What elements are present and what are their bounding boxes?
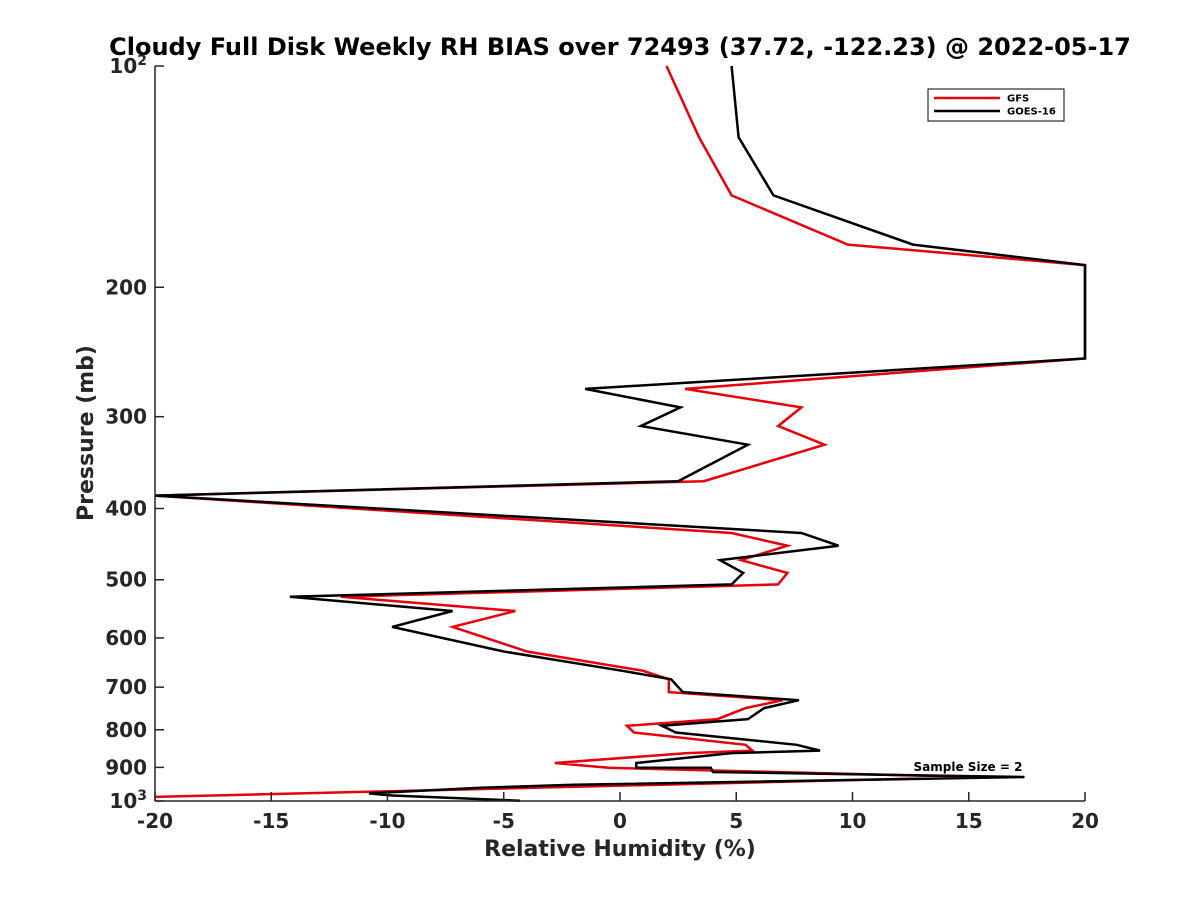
x-tick-label: -20 bbox=[137, 809, 173, 833]
x-tick-label: 10 bbox=[839, 809, 867, 833]
y-tick-label: 103 bbox=[109, 788, 147, 813]
y-axis-ticks: 102 200 300 400 500 600 700 800 900 103 bbox=[105, 53, 164, 813]
legend-label-gfs: GFS bbox=[1007, 94, 1029, 105]
sample-size-annotation: Sample Size = 2 bbox=[914, 760, 1023, 774]
y-tick-label: 102 bbox=[109, 53, 147, 78]
x-axis-label: Relative Humidity (%) bbox=[484, 837, 756, 862]
y-tick-label: 800 bbox=[105, 718, 147, 742]
y-axis-label: Pressure (mb) bbox=[74, 345, 99, 521]
legend-box bbox=[927, 88, 1065, 122]
y-tick-label: 700 bbox=[105, 675, 147, 699]
x-tick-label: 0 bbox=[613, 809, 627, 833]
x-tick-label: 15 bbox=[955, 809, 983, 833]
x-axis-ticks: -20 -15 -10 -5 0 5 10 15 20 bbox=[137, 792, 1099, 833]
x-tick-label: 5 bbox=[729, 809, 743, 833]
y-tick-label: 300 bbox=[105, 405, 147, 429]
x-tick-label: -10 bbox=[369, 809, 405, 833]
x-tick-label: 20 bbox=[1071, 809, 1099, 833]
series-line-goes16 bbox=[154, 65, 1087, 802]
series-layer bbox=[154, 65, 1087, 802]
chart-title: Cloudy Full Disk Weekly RH BIAS over 724… bbox=[109, 33, 1131, 61]
legend-label-goes16: GOES-16 bbox=[1007, 107, 1056, 118]
y-tick-label: 600 bbox=[105, 626, 147, 650]
y-tick-label: 200 bbox=[105, 275, 147, 299]
y-tick-label: 400 bbox=[105, 497, 147, 521]
legend: GFS GOES-16 bbox=[927, 88, 1065, 122]
series-line-gfs bbox=[154, 65, 1087, 799]
plot-area bbox=[155, 66, 1085, 801]
x-tick-label: -15 bbox=[253, 809, 289, 833]
y-tick-label: 900 bbox=[105, 755, 147, 779]
x-tick-label: -5 bbox=[493, 809, 515, 833]
y-tick-label: 500 bbox=[105, 568, 147, 592]
